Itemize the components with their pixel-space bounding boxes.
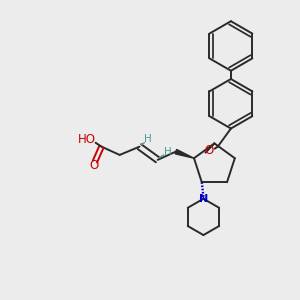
Text: H: H: [164, 147, 171, 157]
Text: H: H: [144, 134, 152, 144]
Text: N: N: [199, 194, 208, 204]
Text: O: O: [90, 159, 99, 172]
Text: O: O: [205, 143, 214, 157]
Text: HO: HO: [78, 133, 96, 146]
Polygon shape: [175, 149, 194, 158]
